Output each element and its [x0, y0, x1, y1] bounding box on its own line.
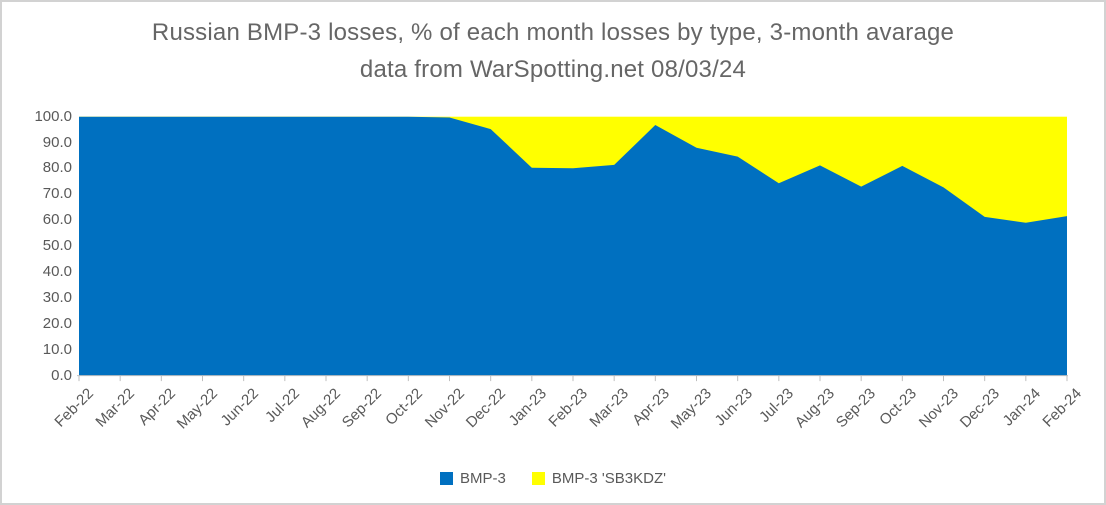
legend-label: BMP-3 'SB3KDZ': [551, 470, 666, 487]
chart-title: Russian BMP-3 losses, % of each month lo…: [151, 19, 955, 46]
area-bmp3: [79, 116, 1067, 376]
y-axis-label: 70.0: [42, 185, 72, 203]
y-axis-label: 90.0: [42, 133, 72, 151]
legend-swatch-icon: [531, 472, 545, 485]
y-axis-label: 20.0: [42, 314, 72, 332]
y-axis-label: 60.0: [42, 211, 72, 229]
y-axis-label: 50.0: [42, 237, 72, 255]
chart-subtitle: data from WarSpotting.net 08/03/24: [359, 56, 747, 83]
y-axis-label: 10.0: [42, 340, 72, 358]
legend-item: BMP-3: [440, 470, 506, 487]
legend: BMP-3 BMP-3 'SB3KDZ': [2, 470, 1104, 487]
y-axis-label: 40.0: [42, 263, 72, 281]
y-axis-label: 100.0: [34, 107, 72, 125]
legend-label: BMP-3: [460, 470, 506, 487]
y-axis-label: 0.0: [51, 366, 72, 384]
y-axis-label: 80.0: [42, 159, 72, 177]
x-axis: [77, 375, 1068, 382]
y-axis-label: 30.0: [42, 288, 72, 306]
chart-title-block: Russian BMP-3 losses, % of each month lo…: [2, 14, 1104, 88]
legend-swatch-icon: [440, 472, 454, 485]
legend-item: BMP-3 'SB3KDZ': [531, 470, 666, 487]
